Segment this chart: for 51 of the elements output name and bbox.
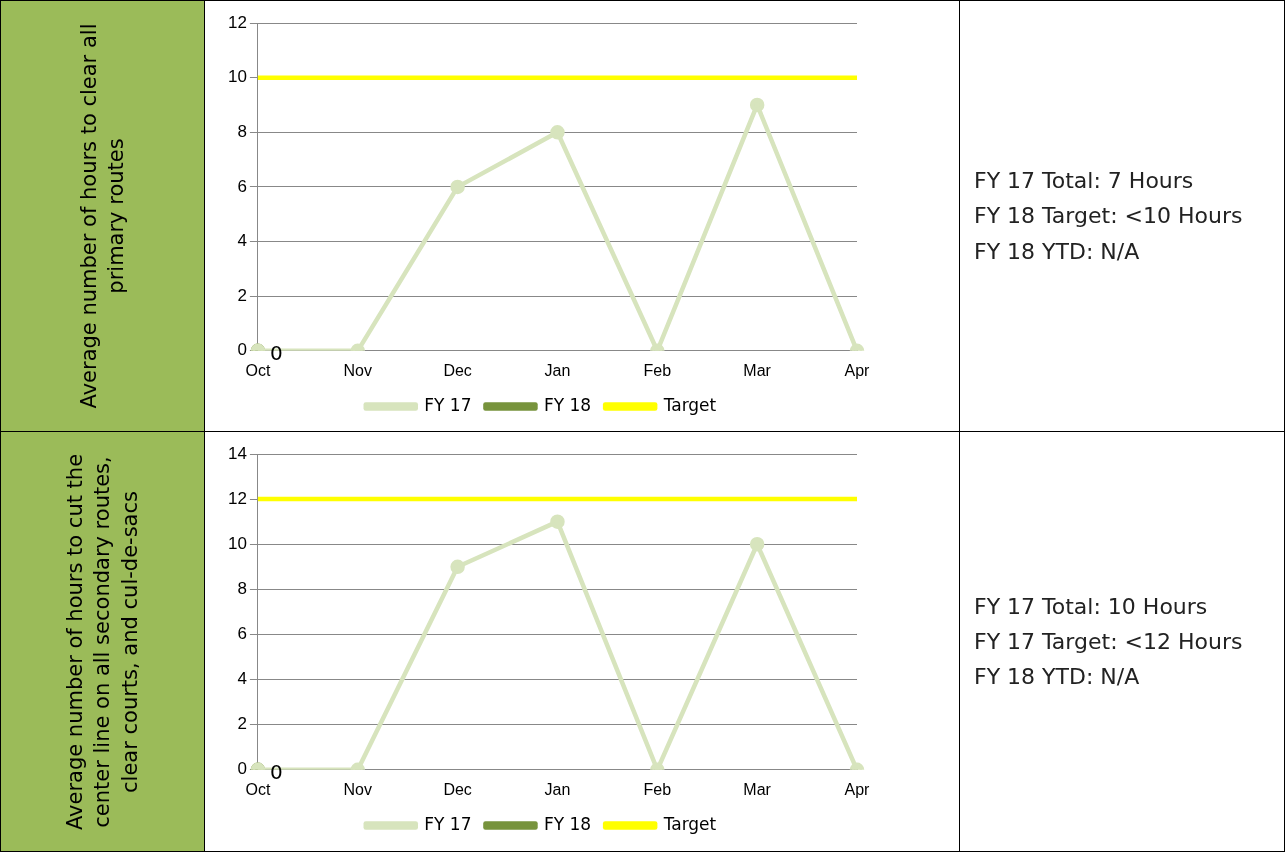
y-tick-label: 12	[227, 12, 247, 32]
y-tick-label: 0	[237, 340, 247, 360]
legend-label: Target	[662, 813, 717, 834]
legend-label: FY 17	[424, 394, 472, 415]
x-tick-label: Mar	[743, 361, 772, 379]
x-tick-label: Apr	[844, 780, 871, 798]
text: FY 17 Target: <12 Hours	[974, 627, 1244, 656]
point	[749, 536, 765, 552]
y-tick-label: 10	[227, 67, 247, 87]
x-tick-label: Dec	[443, 361, 472, 379]
y-tick-label: 14	[227, 443, 247, 463]
x-tick-label: Dec	[443, 780, 472, 798]
x-tick-label: Jan	[544, 361, 571, 379]
x-tick-label: Mar	[743, 780, 772, 798]
y-tick-label: 4	[237, 231, 247, 251]
text: FY 17 Total: 7 Hours	[974, 167, 1195, 196]
point	[450, 179, 465, 195]
legend-label: FY 18	[543, 813, 592, 834]
x-tick-label: Apr	[844, 361, 871, 379]
x-tick-label: Jan	[544, 780, 571, 798]
y-tick-label: 8	[237, 579, 247, 599]
y-tick-label: 6	[237, 176, 247, 196]
x-tick-label: Feb	[643, 361, 672, 379]
legend-label: Target	[662, 394, 717, 415]
text: FY 18 YTD: N/A	[974, 237, 1141, 266]
x-tick-label: Nov	[343, 780, 372, 798]
legend-label: FY 17	[424, 813, 472, 834]
data-label: 0	[269, 760, 283, 784]
y-tick-label: 0	[237, 759, 247, 779]
point	[450, 559, 465, 575]
y-tick-label: 10	[227, 533, 247, 553]
x-tick-label: Nov	[343, 361, 372, 379]
text: FY 18 YTD: N/A	[974, 663, 1141, 692]
x-tick-label: Oct	[245, 780, 271, 798]
y-tick-label: 4	[237, 669, 247, 689]
point	[749, 97, 765, 113]
y-tick-label: 6	[237, 624, 247, 644]
legend-label: FY 18	[543, 394, 592, 415]
point	[550, 125, 565, 140]
y-axis-title: Average number of hours to clear all primary routes	[75, 22, 129, 411]
text: FY 18 Target: <10 Hours	[974, 202, 1244, 231]
x-tick-label: Oct	[245, 361, 271, 379]
y-tick-label: 2	[237, 714, 247, 734]
data-label: 0	[269, 341, 283, 365]
point	[550, 514, 565, 529]
y-tick-label: 2	[237, 285, 247, 305]
y-tick-label: 8	[237, 121, 247, 141]
y-tick-label: 12	[227, 488, 247, 508]
y-axis-title: Average number of hours to cut the center line on all secondary routes, clear courts, and cul-de-sacs	[61, 452, 143, 832]
x-tick-label: Feb	[643, 780, 672, 798]
text: FY 17 Total: 10 Hours	[974, 592, 1209, 621]
